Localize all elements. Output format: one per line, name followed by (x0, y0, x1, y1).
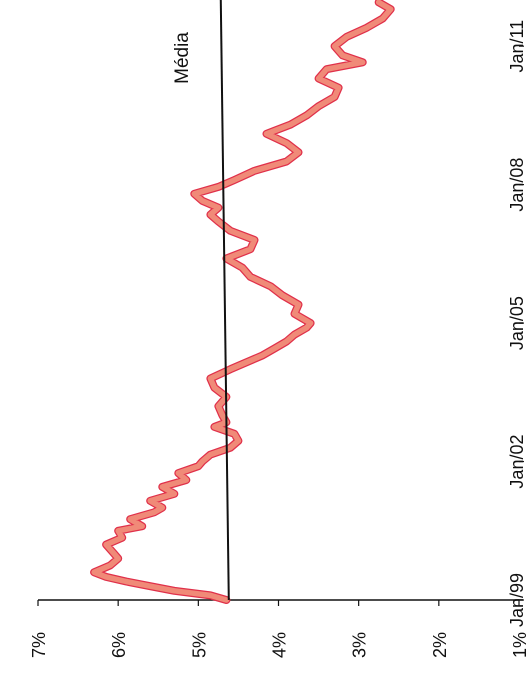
chart-series (90, 0, 395, 604)
time-tick-label: Jan/02 (507, 435, 527, 489)
value-tick-label: 4% (270, 632, 290, 658)
time-tick-label: Jan/08 (507, 158, 527, 212)
value-tick-label: 6% (109, 632, 129, 658)
chart-labels: 1% 2% 3% 4% 5% 6% 7% Jan/99 Jan/02 Jan/05 Jan/08 Ja… (29, 20, 529, 658)
rate-series-edge (90, 0, 395, 604)
time-tick-label: Jan/05 (507, 296, 527, 350)
value-tick-label: 2% (430, 632, 450, 658)
value-tick-label: 1% (510, 632, 529, 658)
rate-series-line (91, 0, 394, 603)
average-annotation-label: Média (172, 32, 193, 84)
time-tick-label: Jan/11 (507, 20, 527, 73)
value-tick-label: 7% (29, 632, 49, 658)
time-tick-label: Jan/99 (507, 573, 527, 627)
average-line (219, 0, 230, 601)
value-tick-label: 3% (350, 632, 370, 658)
chart-axes (37, 45, 524, 606)
value-tick-label: 5% (189, 632, 209, 658)
